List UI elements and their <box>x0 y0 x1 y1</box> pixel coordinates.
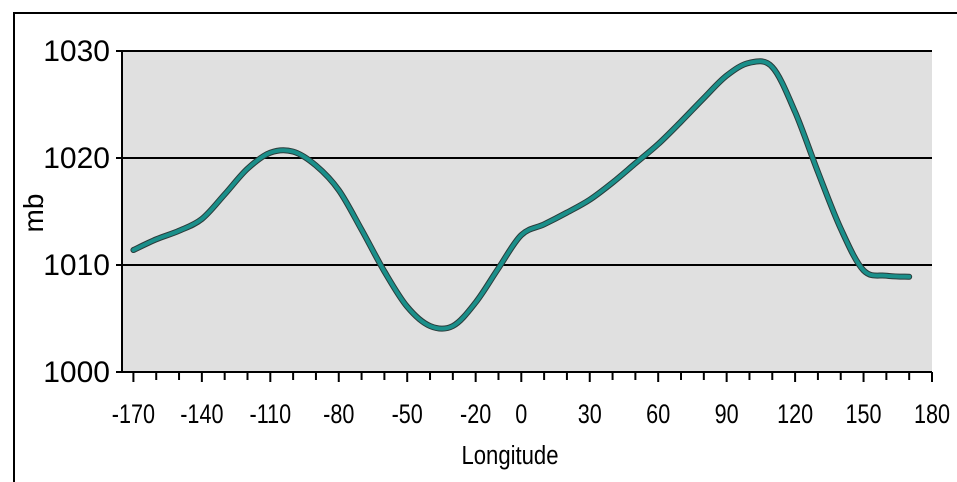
data-point-150 <box>862 268 866 272</box>
y-tick-label-1020: 1020 <box>43 142 110 175</box>
x-axis-label: Longitude <box>461 441 558 470</box>
data-point-160 <box>884 274 888 278</box>
data-point--90 <box>314 163 318 167</box>
data-point--70 <box>360 228 364 232</box>
data-point--130 <box>223 192 227 196</box>
data-point--110 <box>268 151 272 155</box>
x-tick-label-90: 90 <box>715 400 739 430</box>
data-point--160 <box>154 237 158 241</box>
data-point--140 <box>200 217 204 221</box>
data-point-0 <box>519 233 523 237</box>
x-tick-label-60: 60 <box>646 400 670 430</box>
data-point-70 <box>679 120 683 124</box>
plot-area <box>122 51 932 372</box>
x-tick-label--110: -110 <box>250 400 292 430</box>
data-point-40 <box>611 181 615 185</box>
data-point-100 <box>747 61 751 65</box>
data-point--30 <box>451 324 455 328</box>
chart-frame <box>13 12 957 482</box>
y-tick-label-1010: 1010 <box>43 249 110 282</box>
data-point--150 <box>177 229 181 233</box>
y-tick-label-1030: 1030 <box>43 35 110 68</box>
x-tick-label-150: 150 <box>846 400 882 430</box>
data-point-170 <box>907 275 911 279</box>
x-tick-label-180: 180 <box>914 400 950 430</box>
data-point--170 <box>131 248 135 252</box>
y-tick-label-1000: 1000 <box>43 356 110 389</box>
data-point--50 <box>405 305 409 309</box>
data-point--100 <box>291 150 295 154</box>
x-tick-label--50: -50 <box>392 400 423 430</box>
data-point-50 <box>633 161 637 165</box>
x-tick-label--170: -170 <box>112 400 155 430</box>
data-point-60 <box>656 142 660 146</box>
data-point-130 <box>816 170 820 174</box>
data-point-80 <box>702 96 706 100</box>
x-tick-label--140: -140 <box>180 400 223 430</box>
data-point--60 <box>382 269 386 273</box>
axes <box>121 51 932 373</box>
data-point--20 <box>474 300 478 304</box>
x-tick-label-0: 0 <box>515 400 527 430</box>
data-point-120 <box>793 110 797 114</box>
y-ticks: 1000 1010 1020 1030 <box>43 35 122 389</box>
x-tick-label-120: 120 <box>777 400 813 430</box>
data-point--80 <box>337 188 341 192</box>
data-point-10 <box>542 222 546 226</box>
data-point-140 <box>839 227 843 231</box>
data-point-20 <box>565 211 569 215</box>
data-point--40 <box>428 324 432 328</box>
data-point--120 <box>245 167 249 171</box>
series-group <box>130 58 913 332</box>
data-point-110 <box>770 65 774 69</box>
y-axis-label: mb <box>18 194 49 233</box>
x-tick-label--20: -20 <box>460 400 491 430</box>
data-point-30 <box>588 198 592 202</box>
x-tick-label--80: -80 <box>323 400 354 430</box>
x-tick-label-30: 30 <box>578 400 602 430</box>
data-point--10 <box>496 266 500 270</box>
x-ticks: -170 -140 -110 -80 -50 -20 0 30 60 90 120 150 180 <box>112 372 950 430</box>
data-point-90 <box>725 74 729 78</box>
